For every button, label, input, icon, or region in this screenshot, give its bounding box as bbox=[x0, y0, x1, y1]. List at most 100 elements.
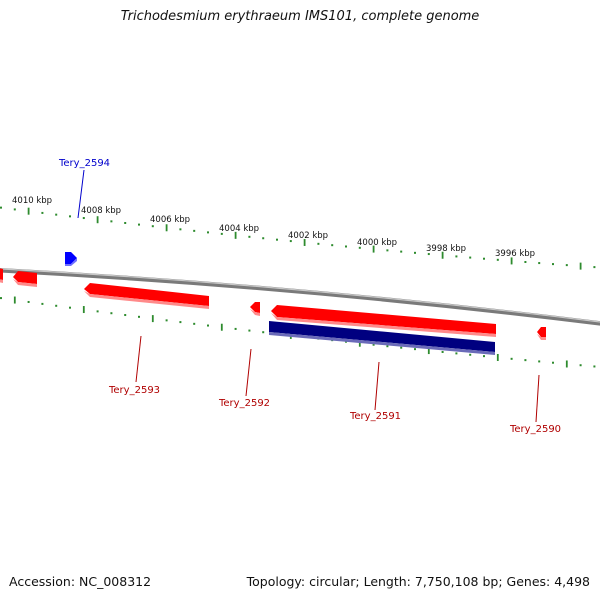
outer-track-minor-tick bbox=[207, 231, 209, 234]
outer-track-major-tick bbox=[441, 251, 444, 259]
outer-track-minor-tick bbox=[69, 215, 71, 218]
inner-track-major-tick bbox=[358, 339, 361, 347]
outer-track-minor-tick bbox=[179, 228, 182, 231]
tick-label-4004: 4004 kbp bbox=[219, 224, 259, 234]
outer-track-minor-tick bbox=[220, 232, 223, 235]
leader-tery-2593 bbox=[135, 335, 142, 383]
gene-label-tery-2591[interactable]: Tery_2591 bbox=[349, 411, 401, 422]
tick-label-3998: 3998 kbp bbox=[426, 244, 466, 254]
inner-track-major-tick bbox=[82, 306, 85, 314]
inner-track-minor-tick bbox=[41, 302, 44, 305]
inner-track-major-tick bbox=[151, 315, 154, 323]
outer-track-major-tick bbox=[165, 224, 168, 232]
map-title: Trichodesmium erythraeum IMS101, complet… bbox=[120, 9, 480, 24]
outer-track-minor-tick bbox=[552, 263, 554, 266]
inner-track-minor-tick bbox=[248, 329, 251, 332]
inner-track-minor-tick bbox=[110, 312, 113, 315]
leader-tery-2591 bbox=[374, 361, 380, 411]
inner-track-minor-tick bbox=[579, 364, 582, 367]
inner-track-minor-tick bbox=[386, 345, 389, 348]
inner-track-minor-tick bbox=[414, 348, 416, 351]
inner-track-minor-tick bbox=[138, 315, 140, 318]
inner-track-minor-tick bbox=[96, 310, 99, 313]
gene-partial-left[interactable] bbox=[0, 268, 3, 283]
gene-tery-2591-forward[interactable] bbox=[271, 305, 496, 337]
outer-track-minor-tick bbox=[414, 251, 416, 254]
outer-track-minor-tick bbox=[455, 255, 458, 258]
outer-track-minor-tick bbox=[496, 258, 499, 261]
genome-summary-text: Topology: circular; Length: 7,750,108 bp… bbox=[246, 574, 590, 589]
gene-label-tery-2592[interactable]: Tery_2592 bbox=[218, 398, 270, 409]
outer-track-minor-tick bbox=[138, 223, 140, 226]
outer-track-minor-tick bbox=[193, 229, 196, 232]
outer-track-minor-tick bbox=[593, 266, 596, 269]
tick-label-3996: 3996 kbp bbox=[495, 249, 535, 259]
inner-track-minor-tick bbox=[400, 346, 403, 349]
outer-track-minor-tick bbox=[13, 208, 16, 211]
leader-tery-2592 bbox=[245, 348, 252, 397]
outer-track-minor-tick bbox=[82, 217, 85, 220]
inner-track-minor-tick bbox=[234, 327, 237, 330]
inner-track-minor-tick bbox=[262, 331, 265, 334]
outer-track-minor-tick bbox=[524, 261, 527, 263]
genome-backbone bbox=[0, 268, 600, 326]
gene-tery-2593[interactable] bbox=[84, 283, 209, 309]
tick-label-4002: 4002 kbp bbox=[288, 231, 328, 241]
gene-label-tery-2590[interactable]: Tery_2590 bbox=[509, 424, 561, 435]
inner-track-minor-tick bbox=[441, 350, 444, 353]
inner-track-minor-tick bbox=[27, 300, 30, 303]
inner-track-major-tick bbox=[220, 323, 223, 331]
outer-track-minor-tick bbox=[331, 244, 334, 247]
gene-tery-2592[interactable] bbox=[250, 302, 260, 316]
outer-track-minor-tick bbox=[565, 264, 568, 267]
outer-track-major-tick bbox=[96, 216, 99, 224]
gene-tery-2591[interactable] bbox=[269, 321, 495, 355]
inner-track-minor-tick bbox=[193, 322, 196, 325]
tick-label-4006: 4006 kbp bbox=[150, 215, 190, 225]
outer-track-minor-tick bbox=[110, 220, 113, 223]
outer-track-minor-tick bbox=[55, 213, 58, 216]
outer-track-major-tick bbox=[27, 207, 30, 215]
outer-track-minor-tick bbox=[262, 237, 265, 240]
label-leaders bbox=[77, 169, 540, 423]
outer-tick-track bbox=[0, 206, 596, 270]
outer-track-minor-tick bbox=[317, 242, 320, 245]
outer-track-minor-tick bbox=[41, 211, 44, 214]
inner-track-minor-tick bbox=[538, 360, 541, 363]
inner-track-minor-tick bbox=[55, 304, 58, 307]
gene-label-tery-2594[interactable]: Tery_2594 bbox=[58, 158, 110, 169]
inner-track-minor-tick bbox=[510, 357, 513, 360]
inner-track-minor-tick bbox=[207, 324, 209, 327]
outer-track-minor-tick bbox=[483, 257, 485, 260]
gene-tery-2590[interactable] bbox=[537, 327, 546, 340]
outer-track-minor-tick bbox=[386, 249, 389, 252]
tick-label-4008: 4008 kbp bbox=[81, 206, 121, 216]
inner-track-minor-tick bbox=[0, 297, 2, 300]
inner-track-major-tick bbox=[13, 296, 16, 304]
outer-track-minor-tick bbox=[358, 246, 361, 249]
outer-track-minor-tick bbox=[248, 235, 251, 238]
gene-tery-2594[interactable] bbox=[65, 252, 77, 266]
outer-track-minor-tick bbox=[469, 256, 472, 259]
inner-track-minor-tick bbox=[593, 365, 596, 368]
gene-label-tery-2593[interactable]: Tery_2593 bbox=[108, 385, 160, 396]
tick-label-4000: 4000 kbp bbox=[357, 238, 397, 248]
outer-track-major-tick bbox=[303, 238, 306, 246]
inner-track-minor-tick bbox=[552, 361, 554, 364]
inner-track-minor-tick bbox=[124, 314, 127, 317]
outer-track-major-tick bbox=[372, 245, 375, 253]
leader-tery-2594 bbox=[77, 169, 85, 219]
outer-track-minor-tick bbox=[289, 240, 292, 243]
genome-backbone-highlight bbox=[0, 268, 600, 323]
gene-small-left[interactable] bbox=[13, 271, 37, 287]
inner-track-minor-tick bbox=[179, 321, 182, 324]
outer-track-major-tick bbox=[579, 262, 582, 270]
inner-track-minor-tick bbox=[524, 359, 527, 362]
outer-track-minor-tick bbox=[427, 253, 430, 256]
inner-track-major-tick bbox=[565, 360, 568, 368]
tick-label-4010: 4010 kbp bbox=[12, 196, 52, 206]
outer-track-minor-tick bbox=[345, 245, 347, 248]
inner-track-minor-tick bbox=[69, 306, 71, 309]
outer-track-minor-tick bbox=[0, 206, 2, 209]
